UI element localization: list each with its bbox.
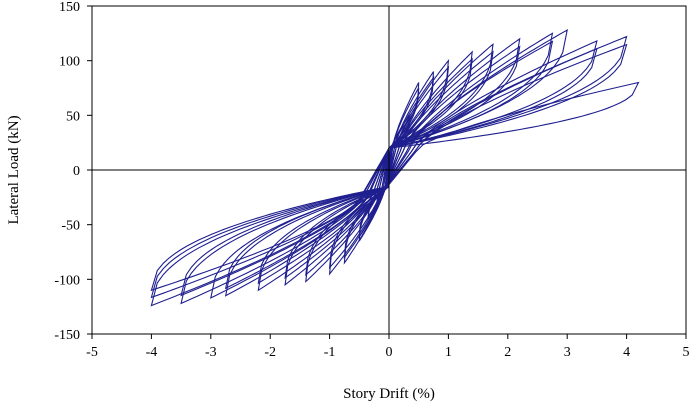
y-tick-label: 0 <box>73 164 80 179</box>
y-axis-ticks: -150 -100 -50 0 50 100 150 <box>54 0 92 343</box>
x-tick-label: 5 <box>683 345 690 360</box>
y-tick-label: 50 <box>66 109 80 124</box>
x-tick-label: 4 <box>623 345 630 360</box>
y-tick-label: -50 <box>61 219 80 234</box>
x-tick-label: 3 <box>564 345 571 360</box>
x-axis-ticks: -5 -4 -3 -2 -1 0 1 2 3 4 5 <box>86 334 690 360</box>
x-tick-label: -5 <box>86 345 98 360</box>
x-tick-label: 2 <box>504 345 511 360</box>
y-axis-title: Lateral Load (kN) <box>6 115 22 224</box>
y-tick-label: -150 <box>54 328 80 343</box>
x-tick-label: -4 <box>146 345 158 360</box>
y-tick-label: 150 <box>59 0 80 15</box>
x-tick-label: -1 <box>324 345 336 360</box>
x-tick-label: 0 <box>386 345 393 360</box>
x-axis-title: Story Drift (%) <box>343 386 435 402</box>
x-tick-label: -3 <box>205 345 217 360</box>
y-tick-label: 100 <box>59 55 80 70</box>
x-tick-label: -2 <box>264 345 276 360</box>
x-tick-label: 1 <box>445 345 452 360</box>
y-tick-label: -100 <box>54 273 80 288</box>
zero-axis-lines <box>92 6 686 334</box>
